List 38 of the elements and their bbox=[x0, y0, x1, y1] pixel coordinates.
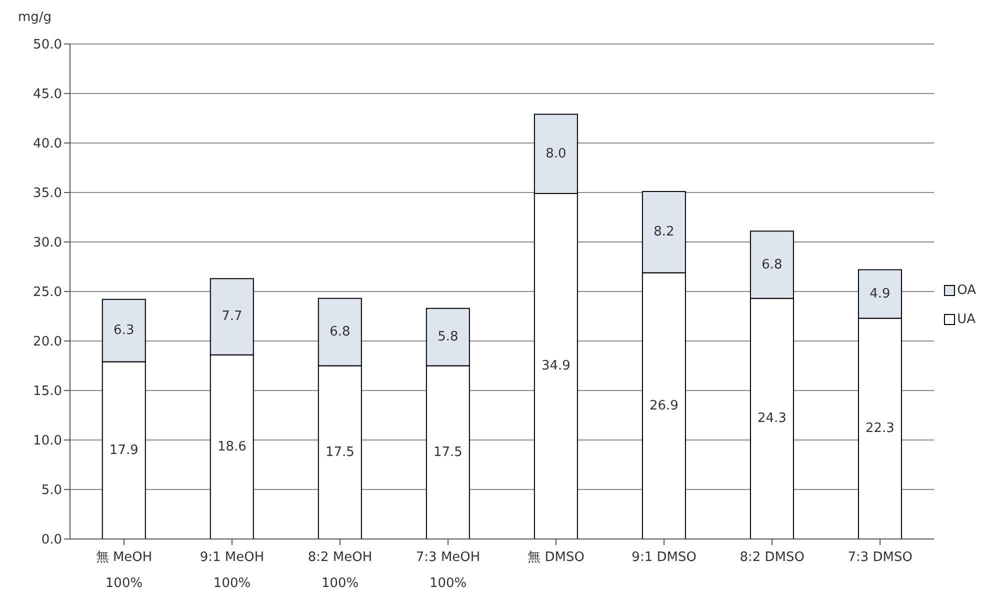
y-tick-label: 0.0 bbox=[41, 532, 62, 548]
x-tick-label: 8:2 MeOH 100% bbox=[308, 550, 372, 591]
y-tick-label: 15.0 bbox=[33, 384, 62, 400]
data-label: 5.8 bbox=[438, 330, 458, 345]
data-label: 24.3 bbox=[757, 411, 786, 426]
data-label: 7.7 bbox=[222, 309, 242, 324]
legend-label: UA bbox=[957, 312, 976, 326]
y-tick-label: 35.0 bbox=[33, 186, 62, 202]
x-tick-label: 無 MeOH 100% bbox=[96, 550, 152, 591]
x-tick-label: 無 DMSO bbox=[528, 550, 584, 565]
y-tick-label: 30.0 bbox=[33, 236, 62, 251]
data-label: 34.9 bbox=[541, 358, 570, 374]
x-tick-label: 8:2 DMSO bbox=[740, 550, 804, 565]
data-label: 17.5 bbox=[325, 444, 354, 460]
y-tick-label: 40.0 bbox=[33, 136, 62, 152]
y-tick-label: 25.0 bbox=[33, 285, 62, 300]
data-label: 6.8 bbox=[762, 257, 782, 272]
data-label: 18.6 bbox=[217, 439, 246, 454]
x-tick-label: 9:1 MeOH 100% bbox=[200, 550, 264, 591]
data-label: 6.3 bbox=[114, 323, 134, 338]
data-label: 8.0 bbox=[546, 146, 566, 162]
y-tick-label: 5.0 bbox=[41, 483, 62, 498]
data-label: 4.9 bbox=[870, 286, 890, 302]
y-tick-label: 45.0 bbox=[33, 87, 62, 102]
data-label: 8.2 bbox=[654, 224, 674, 240]
y-axis-title: mg/g bbox=[18, 10, 52, 25]
data-label: 26.9 bbox=[649, 398, 678, 414]
data-label: 22.3 bbox=[866, 421, 894, 436]
x-tick-label: 9:1 DMSO bbox=[632, 550, 696, 565]
x-tick-label: 7:3 MeOH 100% bbox=[416, 550, 480, 591]
data-label: 6.8 bbox=[330, 324, 350, 340]
y-tick-label: 50.0 bbox=[33, 38, 62, 53]
x-tick-label: 7:3 DMSO bbox=[848, 550, 912, 565]
legend-label: OA bbox=[957, 282, 976, 298]
y-tick-label: 20.0 bbox=[33, 334, 62, 350]
y-tick-label: 10.0 bbox=[33, 434, 62, 449]
data-label: 17.5 bbox=[433, 444, 462, 460]
data-label: 17.9 bbox=[109, 442, 138, 458]
